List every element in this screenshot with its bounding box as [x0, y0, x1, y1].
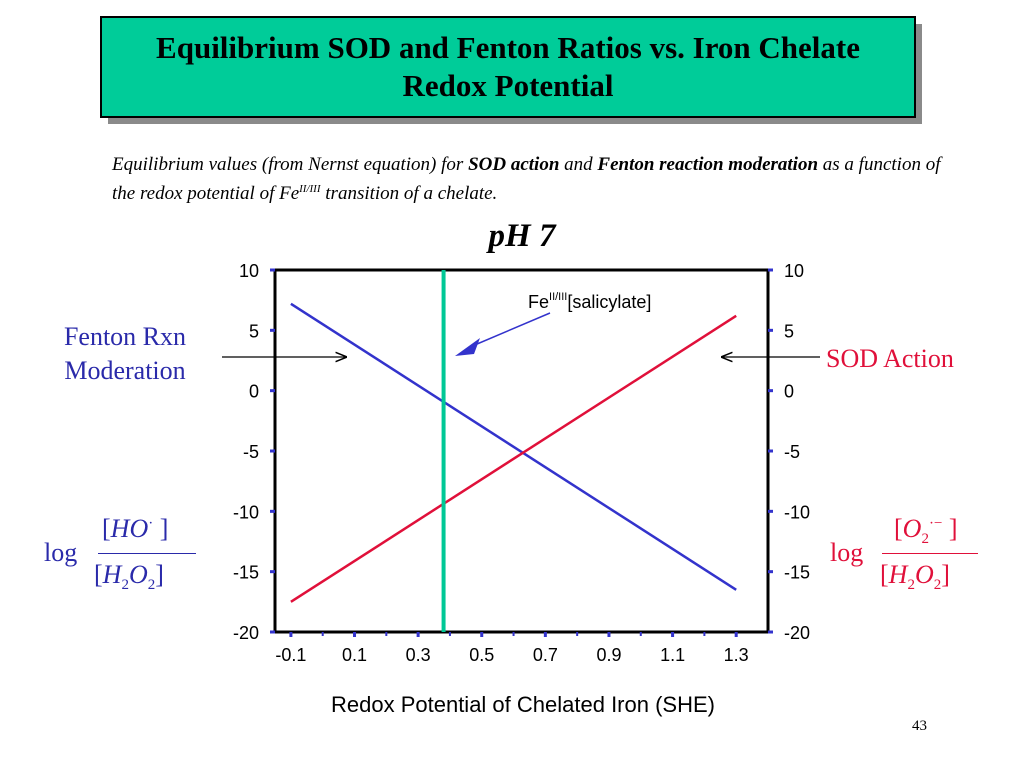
formula-bracket: ] — [941, 560, 950, 589]
y-tick-label-right: 0 — [784, 382, 794, 402]
y-tick-label-right: -5 — [784, 442, 800, 462]
formula-bracket: ] — [155, 560, 164, 589]
formula-sub: 2 — [907, 577, 915, 594]
y-tick-label-right: -15 — [784, 563, 810, 583]
sod-series-line — [290, 314, 737, 603]
marker-annotation-arrow — [469, 312, 551, 348]
slide-title: Equilibrium SOD and Fenton Ratios vs. Ir… — [156, 30, 860, 103]
fenton-label: Fenton Rxn Moderation — [40, 320, 210, 388]
formula-species: HO — [110, 514, 149, 543]
x-tick-label: 0.3 — [406, 645, 431, 665]
x-tick-label: 1.1 — [660, 645, 685, 665]
subtitle-sup: II/III — [299, 183, 321, 195]
y-tick-label-right: -20 — [784, 623, 810, 643]
y-tick-label-left: -15 — [233, 563, 259, 583]
ph-label: pH 7 — [488, 218, 556, 254]
slide-subtitle: Equilibrium values (from Nernst equation… — [112, 150, 942, 208]
formula-species: H — [102, 560, 122, 589]
formula-species: O — [902, 514, 922, 543]
formula-bracket: ] — [153, 514, 169, 543]
x-tick-label: -0.1 — [275, 645, 306, 665]
marker-annotation-label: FeII/III[salicylate] — [528, 291, 651, 312]
formula-numerator: [HO· ] — [102, 514, 168, 544]
formula-bracket: [ — [894, 514, 903, 543]
marker-annotation-arrowhead — [455, 338, 480, 356]
plot-area: 10 10 5 5 0 0 -5 -5 -10 -10 -15 -15 -20 -20 -0.1 0.1 0.3… — [222, 261, 820, 665]
formula-fraction-bar — [882, 553, 978, 554]
formula-bracket: ] — [942, 514, 958, 543]
sod-label: SOD Action — [826, 344, 954, 373]
fenton-formula: log [HO· ] [H2O2] — [44, 510, 204, 600]
fenton-label-line-1: Fenton Rxn — [63, 322, 187, 351]
page-number: 43 — [912, 718, 927, 734]
y-tick-label-left: 5 — [249, 321, 259, 341]
subtitle-text-4: transition of a chelate. — [320, 183, 498, 204]
y-tick-label-left: 10 — [239, 261, 259, 281]
y-tick-label-left: -20 — [233, 623, 259, 643]
formula-sub: 2 — [147, 577, 156, 594]
formula-sup: · — [148, 515, 154, 532]
x-tick-label: 0.7 — [533, 645, 558, 665]
fenton-series-line — [290, 302, 737, 591]
formula-bracket: [ — [102, 514, 111, 543]
x-tick-label: 1.3 — [724, 645, 749, 665]
y-tick-label-right: -10 — [784, 502, 810, 522]
y-tick-label-left: 0 — [249, 382, 259, 402]
formula-denominator: [H2O2] — [94, 560, 164, 594]
formula-species: O — [914, 560, 934, 589]
formula-sup: ·− — [928, 515, 943, 532]
formula-sub: 2 — [121, 577, 129, 594]
formula-sub: 2 — [933, 577, 942, 594]
y-tick-label-left: -10 — [233, 502, 259, 522]
subtitle-bold-1: SOD action — [468, 154, 560, 175]
x-tick-label: 0.9 — [596, 645, 621, 665]
x-axis-label: Redox Potential of Chelated Iron (SHE) — [331, 692, 715, 717]
formula-bracket: [ — [880, 560, 889, 589]
subtitle-text-2: and — [559, 154, 598, 175]
formula-denominator: [H2O2] — [880, 560, 950, 594]
formula-species: O — [128, 560, 148, 589]
formula-log: log — [44, 538, 78, 567]
x-tick-label: 0.5 — [469, 645, 494, 665]
title-box: Equilibrium SOD and Fenton Ratios vs. Ir… — [100, 16, 916, 118]
y-tick-label-right: 10 — [784, 261, 804, 281]
subtitle-bold-2: Fenton reaction moderation — [597, 154, 819, 175]
formula-bracket: [ — [94, 560, 103, 589]
formula-log: log — [830, 538, 864, 567]
y-tick-label-left: -5 — [243, 442, 259, 462]
subtitle-text-1: Equilibrium values (from Nernst equation… — [112, 154, 469, 175]
fenton-label-line-2: Moderation — [64, 356, 186, 385]
formula-sub: 2 — [921, 531, 929, 548]
y-tick-label-right: 5 — [784, 321, 794, 341]
sod-formula: log [O2·− ] [H2O2] — [830, 510, 990, 600]
formula-numerator: [O2·− ] — [894, 514, 958, 548]
x-tick-label: 0.1 — [342, 645, 367, 665]
formula-species: H — [888, 560, 908, 589]
subtitle-text-3: as a function of the redox potential of … — [112, 154, 941, 204]
formula-fraction-bar — [98, 553, 196, 554]
